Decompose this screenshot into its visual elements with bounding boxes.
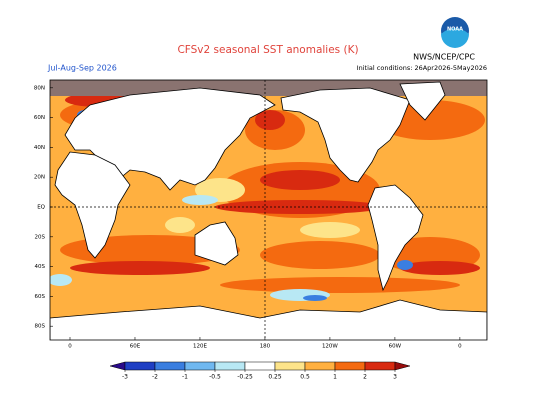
lon-label: 60W	[389, 344, 402, 350]
colorbar-segment	[214, 361, 246, 371]
colorbar-segment	[364, 361, 396, 371]
lon-label: 60E	[130, 344, 141, 350]
noaa-logo-wave	[441, 28, 469, 48]
lat-label: 80S	[35, 324, 46, 330]
colorbar-label: 3	[393, 374, 397, 381]
initial-conditions: Initial conditions: 26Apr2026-5May2026	[357, 64, 487, 72]
lat-label: 20N	[34, 175, 45, 181]
lat-label: 40S	[35, 264, 46, 270]
colorbar-segment	[154, 361, 186, 371]
colorbar-segment	[274, 361, 306, 371]
colorbar-label: -0.25	[237, 374, 253, 381]
australia	[194, 221, 239, 266]
colorbar-segment	[334, 361, 366, 371]
colorbar-arrow	[394, 361, 411, 371]
colorbar-label: 0.5	[300, 374, 310, 381]
colorbar-segment	[184, 361, 216, 371]
lat-label: 80N	[34, 85, 45, 91]
lon-label: 120E	[193, 344, 207, 350]
lat-label: 40N	[34, 145, 45, 151]
south-america	[367, 184, 424, 292]
lon-label: 180	[260, 344, 271, 350]
map-field	[50, 80, 487, 340]
logo-text: NOAA	[447, 27, 463, 33]
lat-label: 60N	[34, 115, 45, 121]
colorbar-label: -2	[152, 374, 158, 381]
colorbar-label: 2	[363, 374, 367, 381]
agency: NWS/NCEP/CPC	[413, 53, 475, 62]
lon-label: 120W	[322, 344, 338, 350]
north-america	[280, 87, 411, 183]
colorbar-segment	[244, 361, 276, 371]
colorbar-label: -0.5	[209, 374, 221, 381]
greenland	[399, 81, 446, 121]
lon-label: 0	[458, 344, 462, 350]
colorbar-segment	[124, 361, 156, 371]
antarctica	[50, 299, 487, 340]
colorbar-arrow	[109, 361, 126, 371]
colorbar-label: 1	[333, 374, 337, 381]
lon-label: 0	[68, 344, 72, 350]
lat-label: EQ	[37, 205, 45, 211]
colorbar-label: -3	[122, 374, 128, 381]
season: Jul-Aug-Sep 2026	[47, 64, 117, 73]
anomaly-hot	[65, 93, 480, 275]
africa	[54, 151, 131, 259]
title: CFSv2 seasonal SST anomalies (K)	[177, 44, 358, 56]
lat-label: 20S	[35, 234, 46, 240]
map-frame	[49, 79, 488, 341]
colorbar-segment	[304, 361, 336, 371]
lat-label: 60S	[35, 294, 46, 300]
colorbar-label: 0.25	[268, 374, 282, 381]
colorbar-label: -1	[182, 374, 188, 381]
